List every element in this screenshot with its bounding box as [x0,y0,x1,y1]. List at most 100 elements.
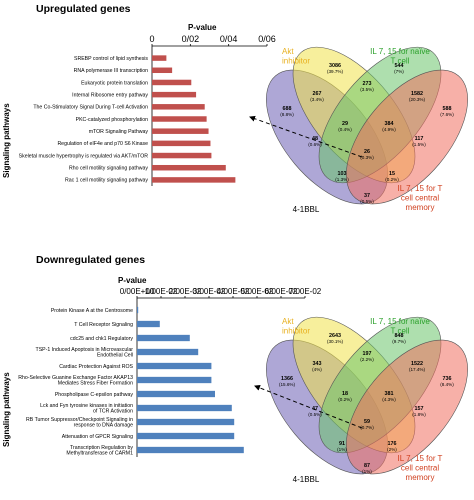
venn-region-pct: (17.4%) [409,367,426,372]
venn-region-pct: (0.6%) [308,142,322,147]
venn-region-pct: (8.8%) [280,112,294,117]
venn-region-count: 1582 [411,91,423,97]
category-label: TSP-1 Induced Apoptosis in Microvascular… [36,347,134,359]
venn-region-pct: (3.5%) [360,87,374,92]
venn-region-count: 176 [388,441,397,447]
venn-region-pct: (9.7%) [392,339,406,344]
venn-region-count: 15 [389,171,395,177]
venn-set-label: IL 7, 15 for naïve T cell [370,317,430,336]
x-tick-label: 2/00E-02 [169,287,202,296]
venn-region-pct: (7%) [394,69,404,74]
venn-region-pct: (4%) [312,367,322,372]
bar [137,334,190,342]
venn-region-count: 26 [364,149,370,155]
venn-region-count: 87 [364,463,370,469]
venn-region-count: 18 [342,391,348,397]
venn-region-count: 3086 [329,63,341,69]
downregulated-title: Downregulated genes [36,254,146,266]
x-tick-label: 7/00E-02 [289,287,322,296]
category-label: Phospholipase C-epsilon pathway [55,392,134,398]
venn-region-count: 343 [313,361,322,367]
venn-region-count: 48 [312,136,318,142]
bar [137,404,232,412]
venn-region-pct: (1%) [337,447,347,452]
venn-region-pct: (1.5%) [412,142,426,147]
category-label: SREBP control of lipid synthesis [74,56,148,62]
venn-region-count: 588 [443,106,452,112]
x-tick-label: 1/00E-02 [145,287,178,296]
venn-set-label: IL 7, 15 for naïve T cell [370,47,430,66]
venn-region-pct: (3.4%) [310,97,324,102]
bar-chart-1: 0/00E+001/00E-022/00E-023/00E-024/00E-02… [18,287,322,457]
venn-region-count: 267 [313,91,322,97]
venn-set-3 [346,69,468,205]
bar-chart-0: 0 0/02 0/04 0/06 SREBP control of lipid synt… [19,34,276,186]
bar [137,320,160,328]
bar [137,362,212,370]
venn-region-count: 688 [283,106,292,112]
category-label: The Co-Stimulatory Signal During T-cell … [33,105,148,111]
venn-set-label: 4-1BBL [293,205,320,214]
venn-region-pct: (4.9%) [382,127,396,132]
venn-region-pct: (0.5%) [360,199,374,204]
bar [137,446,244,454]
venn-region-count: 1522 [411,361,423,367]
bar [137,376,212,384]
category-label: Cardiac Protection Against ROS [59,364,133,370]
x-tick-label: 0/04 [220,34,238,44]
venn-region-count: 381 [385,391,394,397]
category-label: Rho-Selective Guanine Exchange Factor AK… [18,375,133,387]
venn-region-pct: (7.6%) [440,112,454,117]
category-label: Eukaryotic protein translation [81,80,148,86]
venn-region-pct: (0.4%) [338,127,352,132]
downregulated-xlabel: P-value [118,276,147,285]
venn-set-label: Akt inhibitor [282,317,310,336]
bar [152,152,212,159]
venn-region-count: 544 [395,63,404,69]
x-tick-label: 4/00E-02 [217,287,250,296]
venn-region-pct: (4.3%) [382,397,396,402]
venn-region-pct: (8.4%) [440,382,454,387]
venn-region-count: 117 [415,136,424,142]
venn-region-pct: (0.3%) [360,155,374,160]
venn-region-pct: (0.5%) [308,412,322,417]
venn-region-count: 736 [443,376,452,382]
venn-region-pct: (2.2%) [360,357,374,362]
bar [152,79,192,86]
category-label: Regulation of eIF4e and p70 S6 Kinase [57,141,148,147]
venn-set-label: Akt inhibitor [282,47,310,66]
category-label: cdc25 and chk1 Regulatory [70,336,133,342]
bar [137,348,199,356]
venn-region-pct: (39.7%) [327,69,344,74]
venn-diagram-2: 688(8.8%)3086(39.7%)544(7%)588(7.6%)267(… [266,46,468,205]
x-tick-label: 6/00E-02 [265,287,298,296]
bar [152,128,209,134]
category-label: Transcription Regulation by Methyltransfe… [66,445,133,457]
venn-region-count: 47 [312,406,318,412]
venn-region-count: 37 [364,193,370,199]
category-label: Internal Ribosome entry pathway [72,92,148,98]
category-label: Attenuation of GPCR Signaling [62,434,133,440]
category-label: Lck and Fyn tyrosine kinases in initiati… [40,403,133,415]
venn-region-count: 848 [395,333,404,339]
category-label: PKC-catalyzed phosphorylation [76,117,148,123]
venn-region-count: 157 [415,406,424,412]
venn-region-count: 59 [364,419,370,425]
venn-region-count: 103 [338,171,347,177]
bar [152,91,197,98]
bar [137,306,139,314]
venn-region-pct: (1.3%) [335,177,349,182]
category-label: Protein Kinase A at the Centrosome [51,308,133,314]
category-label: Rac 1 cell motility signaling pathway [65,178,148,184]
bar [152,140,211,147]
x-tick-label: 0 [149,34,154,44]
venn-region-pct: (30.1%) [327,339,344,344]
upregulated-xlabel: P-value [188,23,217,32]
bar [152,177,236,183]
venn-region-count: 1366 [281,376,293,382]
venn-region-count: 384 [385,121,394,127]
bar [152,55,167,61]
category-label: RB Tumor Suppressor/Checkpoint Signaling… [26,417,133,429]
